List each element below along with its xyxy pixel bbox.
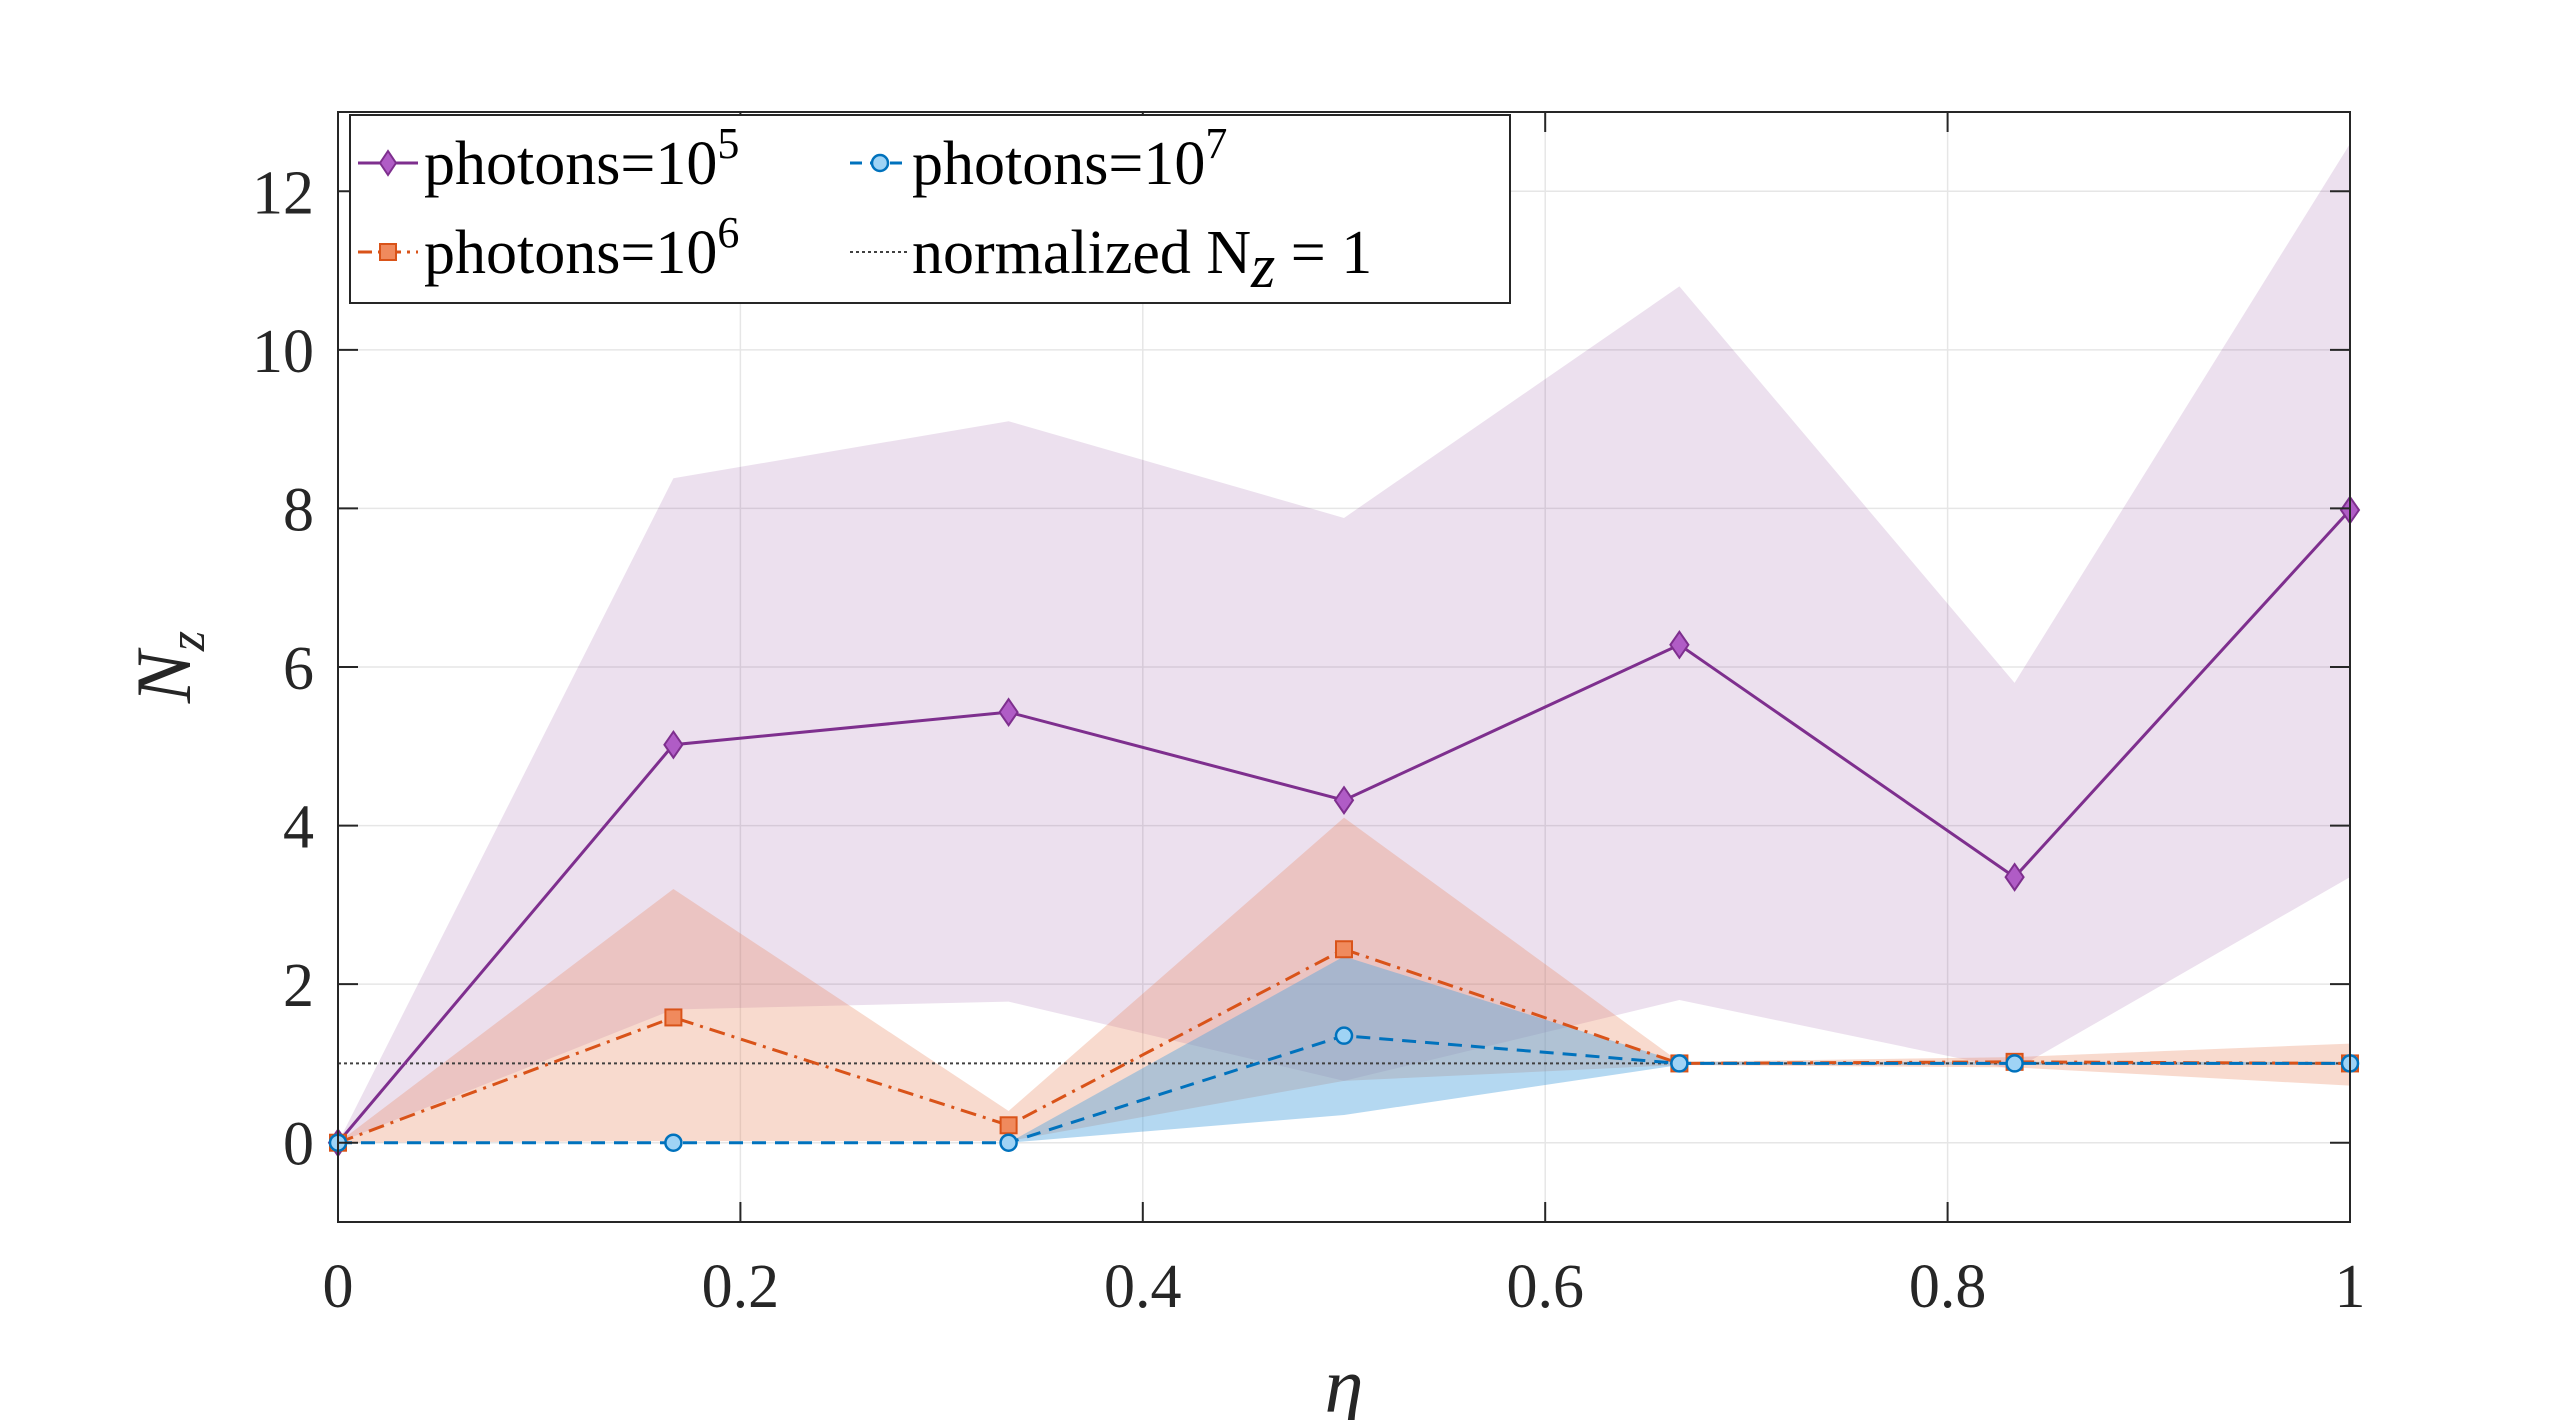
ticks xyxy=(337,112,2351,1222)
legend-label-photons-1e6-exponent: 6 xyxy=(717,208,739,257)
diamond-marker xyxy=(998,697,1019,727)
legend-label-photons-1e5: photons=105 xyxy=(424,119,739,198)
y-tick-label: 8 xyxy=(283,476,314,544)
y-tick-label: 10 xyxy=(252,318,314,386)
legend-circle-marker-icon xyxy=(870,153,890,173)
diamond-marker xyxy=(663,729,684,760)
legend-entry-photons-1e6: photons=106 xyxy=(358,208,739,287)
legend-label-photons-1e7-base: photons=10 xyxy=(912,130,1205,198)
legend-label-photons-1e7: photons=107 xyxy=(912,119,1227,198)
x-axis-label: η xyxy=(1325,1342,1364,1420)
legend-label-normalized-subscript: z xyxy=(1250,233,1275,301)
bands xyxy=(338,143,2350,1143)
diamond-marker xyxy=(1333,785,1355,815)
confidence-band-series-2 xyxy=(338,956,2350,1143)
diamond-marker xyxy=(2004,862,2025,892)
circle-marker xyxy=(1334,1026,1354,1045)
legend-entry-photons-1e7: photons=107 xyxy=(850,119,1227,198)
y-axis-label-main: N xyxy=(120,647,207,704)
x-tick-label: 0.2 xyxy=(702,1253,780,1321)
legend-label-normalized-base: normalized N xyxy=(912,219,1251,287)
legend-square-marker-icon xyxy=(379,243,397,261)
series-lines xyxy=(327,495,2361,1158)
circle-marker xyxy=(999,1133,1018,1152)
confidence-band-series-1 xyxy=(338,817,2350,1143)
y-tick-label: 4 xyxy=(283,794,314,862)
circle-marker xyxy=(2005,1054,2024,1073)
legend-box xyxy=(349,114,1511,304)
diamond-marker xyxy=(1669,630,1690,660)
circle-marker xyxy=(664,1133,683,1152)
confidence-band-series-0 xyxy=(338,143,2350,1143)
legend: photons=105 photons=107 photons=106 norm… xyxy=(349,114,1511,304)
x-tick-label: 1 xyxy=(2335,1253,2366,1321)
x-tick-label: 0.8 xyxy=(1909,1253,1987,1321)
y-tick-label: 0 xyxy=(283,1111,314,1179)
x-tick-label: 0.4 xyxy=(1104,1253,1182,1321)
legend-label-photons-1e7-exponent: 7 xyxy=(1205,119,1227,168)
square-marker xyxy=(1335,940,1353,959)
legend-entry-normalized: normalized Nz = 1 xyxy=(850,219,1372,301)
legend-label-normalized-suffix: = 1 xyxy=(1275,219,1372,287)
legend-label-photons-1e5-base: photons=10 xyxy=(424,130,717,198)
square-marker xyxy=(999,1116,1018,1135)
legend-entry-photons-1e5: photons=105 xyxy=(358,119,739,198)
legend-label-photons-1e6: photons=106 xyxy=(424,208,739,287)
y-tick-labels: 0 2 4 6 8 10 12 xyxy=(252,159,314,1178)
square-marker xyxy=(664,1008,683,1027)
x-tick-label: 0.6 xyxy=(1506,1253,1584,1321)
legend-label-photons-1e5-exponent: 5 xyxy=(717,119,739,168)
y-axis-label-subscript: z xyxy=(159,631,216,652)
legend-label-photons-1e6-base: photons=10 xyxy=(424,219,717,287)
x-tick-label: 0 xyxy=(323,1253,354,1321)
y-tick-label: 6 xyxy=(283,635,314,703)
y-tick-label: 12 xyxy=(252,159,314,227)
circle-marker xyxy=(1670,1054,1689,1073)
legend-label-normalized: normalized Nz = 1 xyxy=(912,219,1372,301)
y-axis-label: Nz xyxy=(120,631,216,704)
x-tick-labels: 0 0.2 0.4 0.6 0.8 1 xyxy=(323,1253,2366,1321)
y-tick-label: 2 xyxy=(283,952,314,1020)
legend-diamond-marker-icon xyxy=(378,149,398,177)
